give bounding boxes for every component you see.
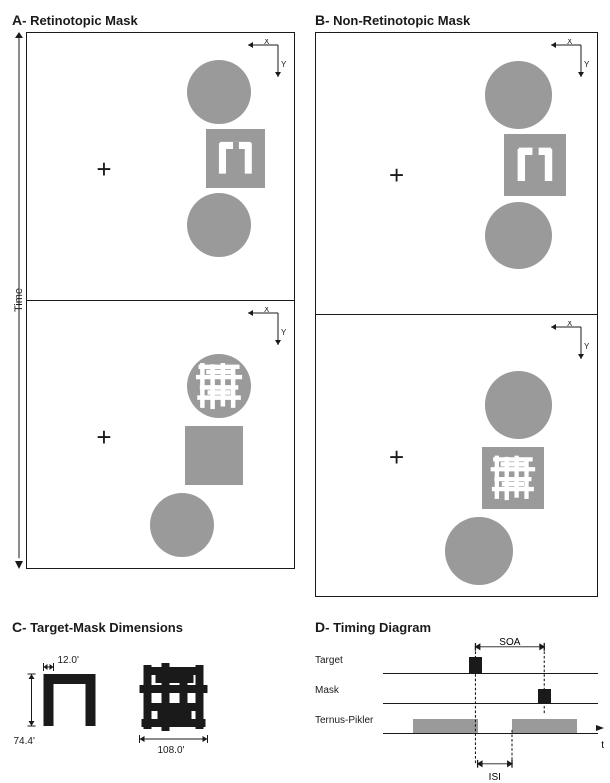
top-row: A- Retinotopic Mask Time X (12, 12, 598, 597)
xy-axes-icon: X Y (547, 39, 591, 83)
panel-c-label: C- Target-Mask Dimensions (12, 619, 295, 635)
panel-a-letter: A (12, 12, 22, 28)
target-glyph-icon (206, 129, 265, 188)
fixation-cross: + (96, 424, 111, 450)
panel-b: B- Non-Retinotopic Mask X Y + X Y + (315, 12, 598, 597)
panel-d-title: - Timing Diagram (325, 620, 431, 635)
flanker-circle (485, 202, 552, 269)
timing-row-label: Ternus-Pikler (315, 715, 383, 726)
svg-text:Y: Y (281, 60, 287, 69)
timing-row-label: Mask (315, 685, 383, 696)
panel-c: C- Target-Mask Dimensions (12, 619, 295, 769)
mask-width-label: 108.0' (158, 745, 185, 756)
svg-text:Y: Y (584, 60, 590, 69)
flanker-circle (187, 354, 251, 418)
panel-a-title: - Retinotopic Mask (22, 13, 138, 28)
stroke-width-dim: 12.0' (44, 655, 79, 671)
flanker-circle (187, 60, 251, 124)
dimensions-svg: 12.0' 74.4' (12, 639, 295, 769)
t-axis-label: t (601, 740, 604, 751)
target-shape-icon (44, 674, 96, 726)
panel-a-frame-bottom: X Y + (26, 300, 295, 569)
xy-axes-icon: X Y (244, 39, 288, 83)
panel-a-frame-top: X Y + (26, 32, 295, 301)
fixation-cross: + (389, 162, 404, 188)
panel-b-title: - Non-Retinotopic Mask (325, 13, 470, 28)
svg-text:Y: Y (281, 328, 287, 337)
soa-label: SOA (499, 637, 520, 648)
target-glyph-icon (504, 134, 566, 196)
flanker-circle (150, 493, 214, 557)
flanker-circle (485, 61, 552, 128)
panel-c-title: - Target-Mask Dimensions (22, 620, 183, 635)
fixation-cross: + (96, 156, 111, 182)
height-dim: 74.4' (14, 674, 36, 747)
svg-text:X: X (264, 39, 270, 46)
center-square (185, 426, 244, 485)
panel-b-letter: B (315, 12, 325, 28)
panel-a-frames: X Y + X Y + (26, 32, 295, 569)
bottom-row: C- Target-Mask Dimensions (12, 619, 598, 769)
panel-a: A- Retinotopic Mask Time X (12, 12, 295, 597)
timing-row-label: Target (315, 655, 383, 666)
mask-glyph-icon (187, 354, 251, 418)
xy-axes-icon: X Y (244, 307, 288, 351)
timing-overlay-wrap: SOAISI (383, 639, 598, 769)
fixation-cross: + (389, 444, 404, 470)
panel-b-frame-top: X Y + (315, 32, 598, 315)
panel-b-frames: X Y + X Y + (315, 32, 598, 597)
center-square (482, 447, 544, 509)
center-square (504, 134, 566, 196)
flanker-circle (485, 371, 552, 438)
svg-text:X: X (567, 321, 573, 328)
time-label: Time (13, 288, 25, 312)
dimensions-area: 12.0' 74.4' (12, 639, 295, 769)
mask-glyph-icon (482, 447, 544, 509)
panel-a-label: A- Retinotopic Mask (12, 12, 295, 28)
panel-c-letter: C (12, 619, 22, 635)
panel-a-timewrap: Time X Y + X Y + (12, 32, 295, 569)
isi-label: ISI (489, 772, 501, 783)
svg-text:Y: Y (584, 342, 590, 351)
flanker-circle (445, 517, 512, 584)
timing-area: TargetMaskTernus-Piklert SOAISI (315, 639, 598, 769)
mask-width-dim: 108.0' (140, 735, 208, 756)
height-label: 74.4' (14, 736, 35, 747)
svg-text:X: X (264, 307, 270, 314)
stroke-width-label: 12.0' (58, 655, 79, 666)
flanker-circle (187, 193, 251, 257)
panel-d: D- Timing Diagram Target Mask Ternus-Pikle… (315, 619, 598, 769)
time-axis: Time (12, 32, 26, 569)
panel-b-frame-bottom: X Y + (315, 314, 598, 597)
svg-text:X: X (567, 39, 573, 46)
time-arrowhead (12, 557, 26, 571)
timing-overlay (383, 639, 598, 769)
figure-root: A- Retinotopic Mask Time X (12, 12, 598, 769)
panel-d-letter: D (315, 619, 325, 635)
panel-b-label: B- Non-Retinotopic Mask (315, 12, 598, 28)
panel-d-label: D- Timing Diagram (315, 619, 598, 635)
xy-axes-icon: X Y (547, 321, 591, 365)
center-square (206, 129, 265, 188)
